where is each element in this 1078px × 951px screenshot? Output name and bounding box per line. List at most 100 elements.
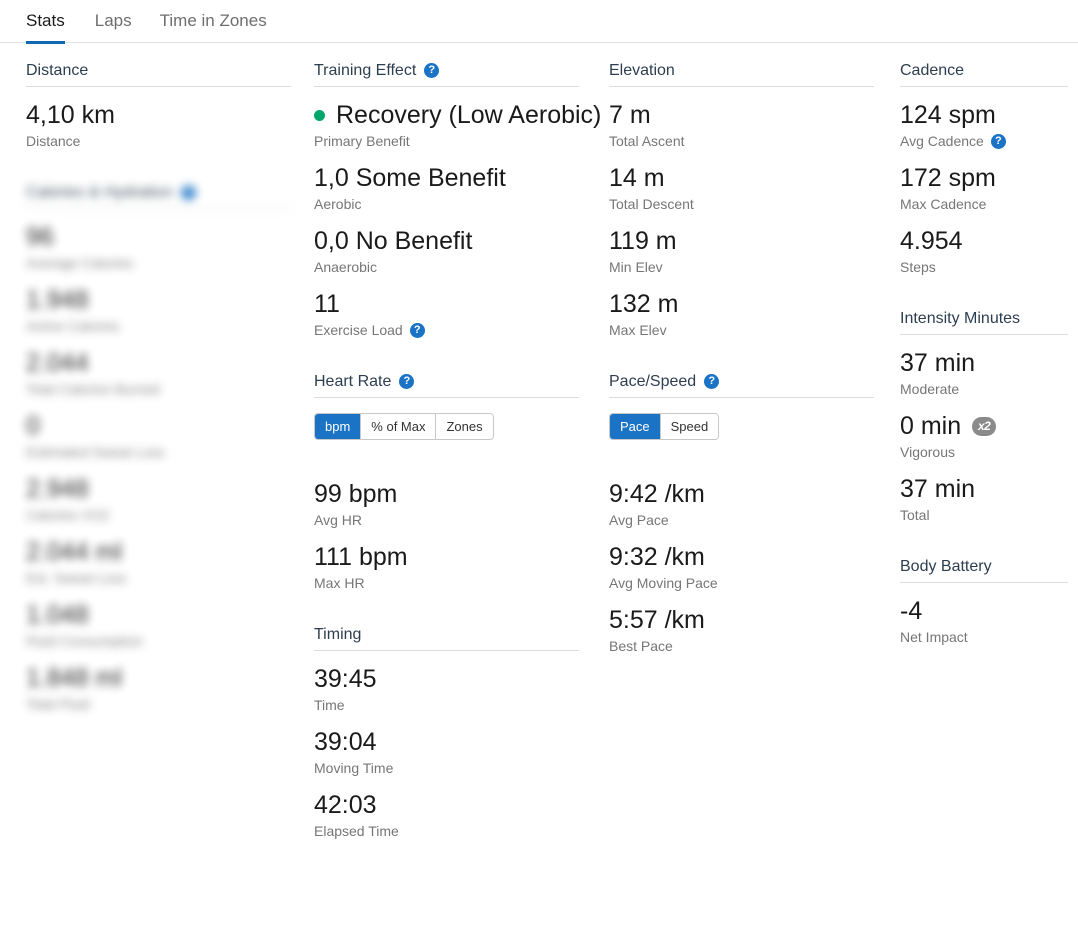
activity-tabbar: Stats Laps Time in Zones (0, 0, 1078, 44)
stats-board: Distance 4,10 km Distance Calories & Hyd… (0, 43, 1078, 951)
metric-label-text: Exercise Load (314, 322, 403, 338)
section-heading-label: Cadence (900, 62, 965, 79)
metric-total-intensity: 37 min Total (900, 474, 1078, 524)
toggle-spacer (609, 440, 884, 466)
section-heading-body-battery: Body Battery (900, 557, 1068, 583)
metric-label: Average Calories (26, 255, 134, 271)
section-heading-distance: Distance (26, 61, 291, 87)
metric-label: Max Cadence (900, 196, 987, 212)
section-heading-label: Body Battery (900, 558, 992, 575)
metric-best-pace: 5:57 /km Best Pace (609, 605, 884, 655)
metric-row: 1.848 ml Total Fluid (26, 663, 294, 713)
pace-speed-toggle[interactable]: Pace Speed (609, 413, 720, 440)
help-icon[interactable]: ? (424, 63, 440, 78)
metric-total-ascent: 7 m Total Ascent (609, 100, 884, 150)
tab-time-in-zones[interactable]: Time in Zones (159, 11, 267, 30)
metric-label: Distance (26, 133, 81, 149)
metric-moving-time: 39:04 Moving Time (314, 727, 589, 777)
metric-value: 4,10 km (26, 101, 115, 129)
metric-row: 2.948 Calories VO2 (26, 474, 294, 524)
metric-value: 2.044 (26, 349, 89, 377)
metric-primary-benefit: Recovery (Low Aerobic) Primary Benefit (314, 100, 601, 150)
metric-avg-moving-pace: 9:32 /km Avg Moving Pace (609, 542, 884, 592)
metric-value: 1.848 ml (26, 664, 122, 692)
help-icon[interactable]: ? (180, 185, 196, 200)
tab-laps[interactable]: Laps (94, 11, 132, 30)
metric-value: 37 min (900, 475, 976, 503)
help-icon[interactable]: ? (409, 322, 425, 338)
metric-label: Total Ascent (609, 133, 685, 149)
tab-stats[interactable]: Stats (26, 0, 81, 44)
metric-value: 124 spm (900, 101, 996, 129)
metric-max-elev: 132 m Max Elev (609, 289, 884, 339)
metric-value: 9:42 /km (609, 480, 705, 508)
section-heading-label: Pace/Speed (609, 373, 697, 390)
section-elevation: Elevation 7 m Total Ascent 14 m Total De… (609, 43, 884, 339)
section-heading-label: Training Effect (314, 62, 417, 79)
metric-max-hr: 111 bpm Max HR (314, 542, 589, 592)
metric-label: Net Impact (900, 629, 968, 645)
metric-value: 42:03 (314, 791, 377, 819)
metric-value: 39:04 (314, 728, 377, 756)
section-heading-calories-hydration: Calories & Hydration ? (26, 183, 291, 209)
metric-value: 5:57 /km (609, 606, 705, 634)
section-heading-label: Distance (26, 62, 89, 79)
heart-rate-unit-toggle[interactable]: bpm % of Max Zones (314, 413, 494, 440)
metric-value: 1.948 (26, 286, 89, 314)
metric-value: 9:32 /km (609, 543, 705, 571)
metric-vigorous: 0 min x2 Vigorous (900, 411, 1078, 461)
metric-value-text: 0 min (900, 412, 962, 440)
toggle-option-bpm[interactable]: bpm (315, 414, 362, 439)
metric-value: 119 m (609, 227, 677, 255)
metric-elapsed-time: 42:03 Elapsed Time (314, 790, 589, 840)
metric-label: Exercise Load ? (314, 321, 589, 339)
metric-label: Estimated Sweat Loss (26, 444, 165, 460)
metric-label: Avg Cadence ? (900, 132, 1078, 150)
section-cadence: Cadence 124 spm Avg Cadence ? 172 spm Ma… (900, 43, 1078, 276)
help-icon[interactable]: ? (704, 374, 720, 389)
section-training-effect: Training Effect ? Recovery (Low Aerobic)… (314, 43, 601, 339)
help-icon[interactable]: ? (399, 374, 415, 389)
metric-value: 11 (314, 290, 340, 318)
benefit-dot-icon (314, 109, 325, 121)
metric-label: Vigorous (900, 444, 956, 460)
section-heading-elevation: Elevation (609, 61, 874, 87)
toggle-option-pace[interactable]: Pace (610, 414, 661, 439)
section-heart-rate: Heart Rate ? bpm % of Max Zones 99 bpm A… (314, 339, 589, 592)
metric-value: 172 spm (900, 164, 996, 192)
section-distance: Distance 4,10 km Distance (26, 43, 294, 150)
metric-label: Max HR (314, 575, 365, 591)
toggle-option-zones[interactable]: Zones (436, 414, 493, 439)
metric-row: 96 Average Calories (26, 222, 294, 272)
metric-label: Moderate (900, 381, 960, 397)
column-elevation: Elevation 7 m Total Ascent 14 m Total De… (589, 43, 884, 951)
metric-label: Total Descent (609, 196, 694, 212)
metric-avg-hr: 99 bpm Avg HR (314, 479, 589, 529)
metric-row: 2.044 Total Calories Burned (26, 348, 294, 398)
metric-label: Primary Benefit (314, 133, 410, 149)
help-icon[interactable]: ? (990, 133, 1006, 149)
metric-label: Total (900, 507, 930, 523)
metric-value: Recovery (Low Aerobic) (314, 100, 601, 130)
metric-distance: 4,10 km Distance (26, 100, 294, 150)
metric-value: 0,0 No Benefit (314, 227, 473, 255)
metric-moderate: 37 min Moderate (900, 348, 1078, 398)
metric-avg-pace: 9:42 /km Avg Pace (609, 479, 884, 529)
metric-value: 0 (26, 412, 40, 440)
metric-value: 37 min (900, 349, 976, 377)
metric-value: 1.048 (26, 601, 89, 629)
metric-value: 0 min x2 (900, 411, 1078, 441)
metric-value: -4 (900, 597, 923, 625)
metric-row: 2.044 ml Est. Sweat Loss (26, 537, 294, 587)
metric-value: 4.954 (900, 227, 963, 255)
metric-time: 39:45 Time (314, 664, 589, 714)
metric-max-cadence: 172 spm Max Cadence (900, 163, 1078, 213)
metric-value: 99 bpm (314, 480, 398, 508)
toggle-option-speed[interactable]: Speed (660, 414, 719, 439)
toggle-option-percent-of-max[interactable]: % of Max (361, 414, 437, 439)
section-heading-intensity-minutes: Intensity Minutes (900, 309, 1068, 335)
metric-avg-cadence: 124 spm Avg Cadence ? (900, 100, 1078, 150)
metric-label: Max Elev (609, 322, 667, 338)
metric-exercise-load: 11 Exercise Load ? (314, 289, 589, 339)
metric-label: Avg HR (314, 512, 362, 528)
